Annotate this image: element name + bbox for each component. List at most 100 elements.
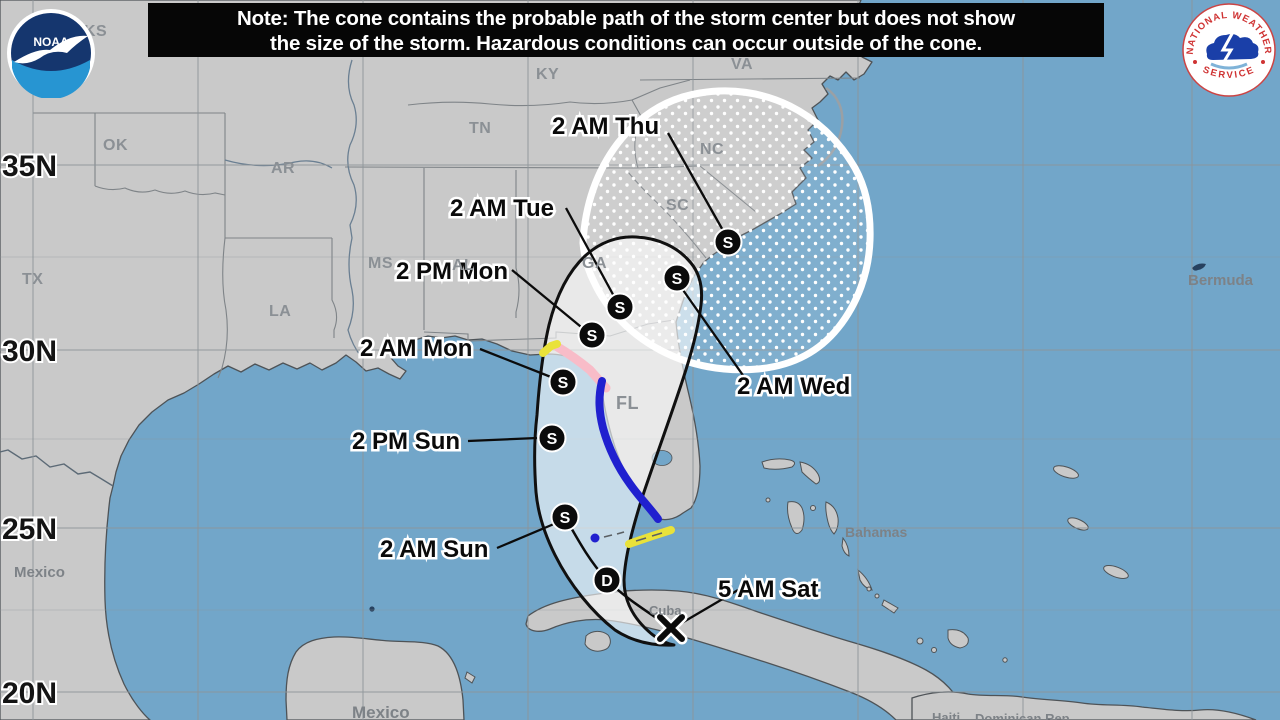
island	[874, 593, 880, 599]
time-label-2pm-mon: 2 PM Mon	[396, 258, 508, 285]
island	[857, 568, 873, 591]
time-label-2pm-sun: 2 PM Sun	[352, 428, 460, 455]
state-label-nc: NC	[700, 141, 724, 158]
state-label-la: LA	[269, 303, 291, 320]
tropical-storm-watch-keys	[625, 526, 675, 548]
island	[841, 536, 850, 557]
island	[1053, 465, 1079, 479]
hurricane-watch-segment	[551, 341, 611, 393]
island	[810, 505, 816, 511]
state-label-ok: OK	[103, 137, 128, 154]
place-label-mexico-yucatan: Mexico	[352, 703, 410, 720]
forecast-point-marker: D	[592, 565, 622, 595]
state-label-ky: KY	[536, 66, 559, 83]
forecast-point-marker: S	[577, 320, 607, 350]
place-label-mexico-west: Mexico	[14, 564, 65, 581]
pointer-2pm-mon	[511, 269, 587, 332]
nws-lightning-icon	[1217, 31, 1235, 71]
island-bermuda	[1192, 263, 1206, 271]
nws-logo-arc-bottom: SERVICE	[1201, 64, 1255, 81]
state-label-al: AL	[452, 257, 474, 274]
state-label-va: VA	[731, 56, 753, 73]
rio-grande-river	[0, 449, 114, 487]
time-label-2am-thu: 2 AM Thu	[552, 113, 659, 140]
state-label-sc: SC	[666, 197, 689, 214]
state-label-ga: GA	[582, 255, 607, 272]
florida-keys	[603, 531, 663, 542]
place-label-bahamas: Bahamas	[845, 524, 907, 540]
time-label-2am-sun: 2 AM Sun	[380, 536, 488, 563]
land-yucatan	[285, 636, 465, 720]
marker-letter: S	[615, 300, 626, 317]
marker-letter: S	[547, 431, 558, 448]
lat-label-30n: 30N	[2, 335, 57, 368]
place-label-bermuda: Bermuda	[1188, 272, 1254, 289]
note-banner: Note: The cone contains the probable pat…	[148, 3, 1104, 57]
forecast-point-marker: S	[713, 227, 743, 257]
time-label-2am-tue: 2 AM Tue	[450, 195, 554, 222]
state-label-ms: MS	[368, 255, 393, 272]
land-hispaniola	[911, 691, 1257, 720]
island	[799, 461, 821, 485]
marker-letter: S	[723, 235, 734, 252]
forecast-point-marker: S	[550, 502, 580, 532]
current-position-marker	[654, 611, 688, 645]
pointer-lines	[467, 132, 748, 625]
reef-marker	[369, 606, 375, 612]
time-label-2am-mon: 2 AM Mon	[360, 335, 472, 362]
time-label-5am-sat: 5 AM Sat	[718, 576, 818, 603]
place-label-dominican: Dominican Rep.	[975, 711, 1073, 720]
state-label-fl: FL	[616, 393, 639, 413]
tropical-storm-warning-dot	[590, 533, 600, 543]
place-label-cuba: Cuba	[649, 603, 682, 618]
nws-cloud-icon	[1206, 34, 1259, 60]
noaa-gull-icon	[14, 35, 88, 64]
note-banner-line2: the size of the storm. Hazardous conditi…	[270, 32, 982, 55]
island-cozumel	[464, 671, 476, 684]
island	[1103, 565, 1129, 579]
island	[761, 458, 796, 470]
tropical-storm-watch-segment	[539, 340, 561, 357]
bahamas-islands	[761, 458, 1129, 663]
rivers	[224, 59, 363, 359]
island	[825, 501, 839, 535]
state-label-tx: TX	[22, 271, 43, 288]
noaa-logo-text: NOAA	[33, 35, 69, 49]
svg-text:SERVICE: SERVICE	[1201, 64, 1257, 81]
island	[881, 599, 899, 614]
marker-letter: S	[672, 271, 683, 288]
pointer-2am-tue	[564, 207, 618, 301]
note-banner-line1: Note: The cone contains the probable pat…	[236, 7, 1016, 30]
lat-label-35n: 35N	[2, 150, 57, 183]
forecast-point-marker: S	[605, 292, 635, 322]
pointer-2am-sun	[496, 519, 562, 550]
time-label-2am-wed: 2 AM Wed	[737, 373, 850, 400]
pointer-2pm-sun	[467, 436, 538, 443]
lat-label-25n: 25N	[2, 513, 57, 546]
marker-letter: S	[587, 328, 598, 345]
marker-letter: S	[558, 375, 569, 392]
island	[787, 501, 805, 534]
pointer-2am-wed	[682, 289, 748, 382]
island	[866, 586, 872, 592]
forecast-point-marker: S	[662, 263, 692, 293]
state-label-ar: AR	[271, 160, 295, 177]
pointer-2am-thu	[666, 132, 727, 235]
state-label-tn: TN	[469, 120, 491, 137]
forecast-point-marker: S	[548, 367, 578, 397]
pointer-2am-mon	[479, 347, 557, 381]
marker-letter: D	[601, 573, 613, 590]
island	[947, 629, 969, 649]
forecast-point-marker: S	[537, 423, 567, 453]
lat-label-20n: 20N	[2, 677, 57, 710]
pointer-5am-sat	[679, 589, 739, 625]
island	[1002, 657, 1008, 663]
nws-logo: NATIONAL WEATHER SERVICE	[1181, 2, 1277, 103]
island	[931, 647, 937, 653]
tropical-storm-warning-segment	[595, 377, 662, 523]
marker-letter: S	[560, 510, 571, 527]
island	[916, 637, 924, 645]
place-label-haiti: Haiti	[932, 710, 960, 720]
